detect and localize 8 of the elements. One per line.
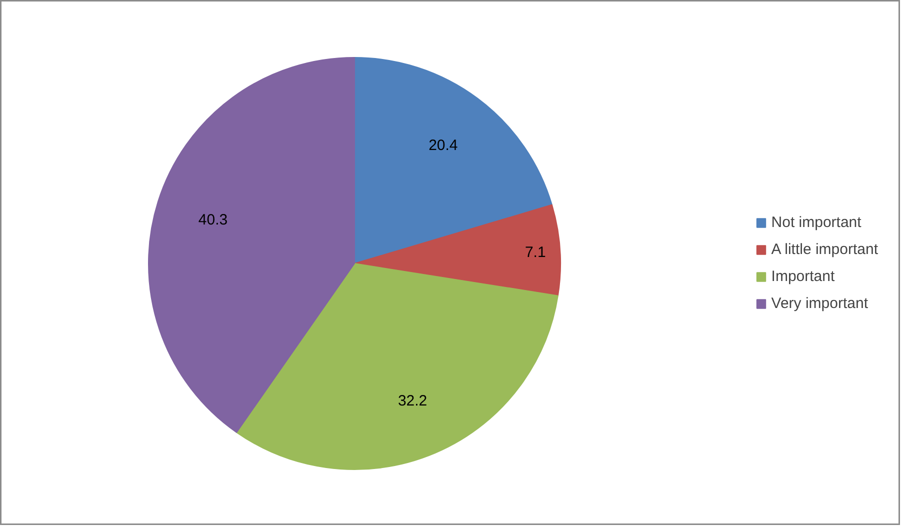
data-label: 40.3 — [198, 212, 228, 228]
legend-label: Important — [771, 268, 835, 284]
data-label: 20.4 — [428, 137, 458, 154]
data-label: 7.1 — [524, 244, 546, 262]
legend-label: Not important — [771, 214, 862, 230]
data-label: 32.2 — [398, 392, 428, 410]
legend-label: Very important — [771, 294, 868, 312]
legend-label: A little important — [771, 240, 878, 258]
